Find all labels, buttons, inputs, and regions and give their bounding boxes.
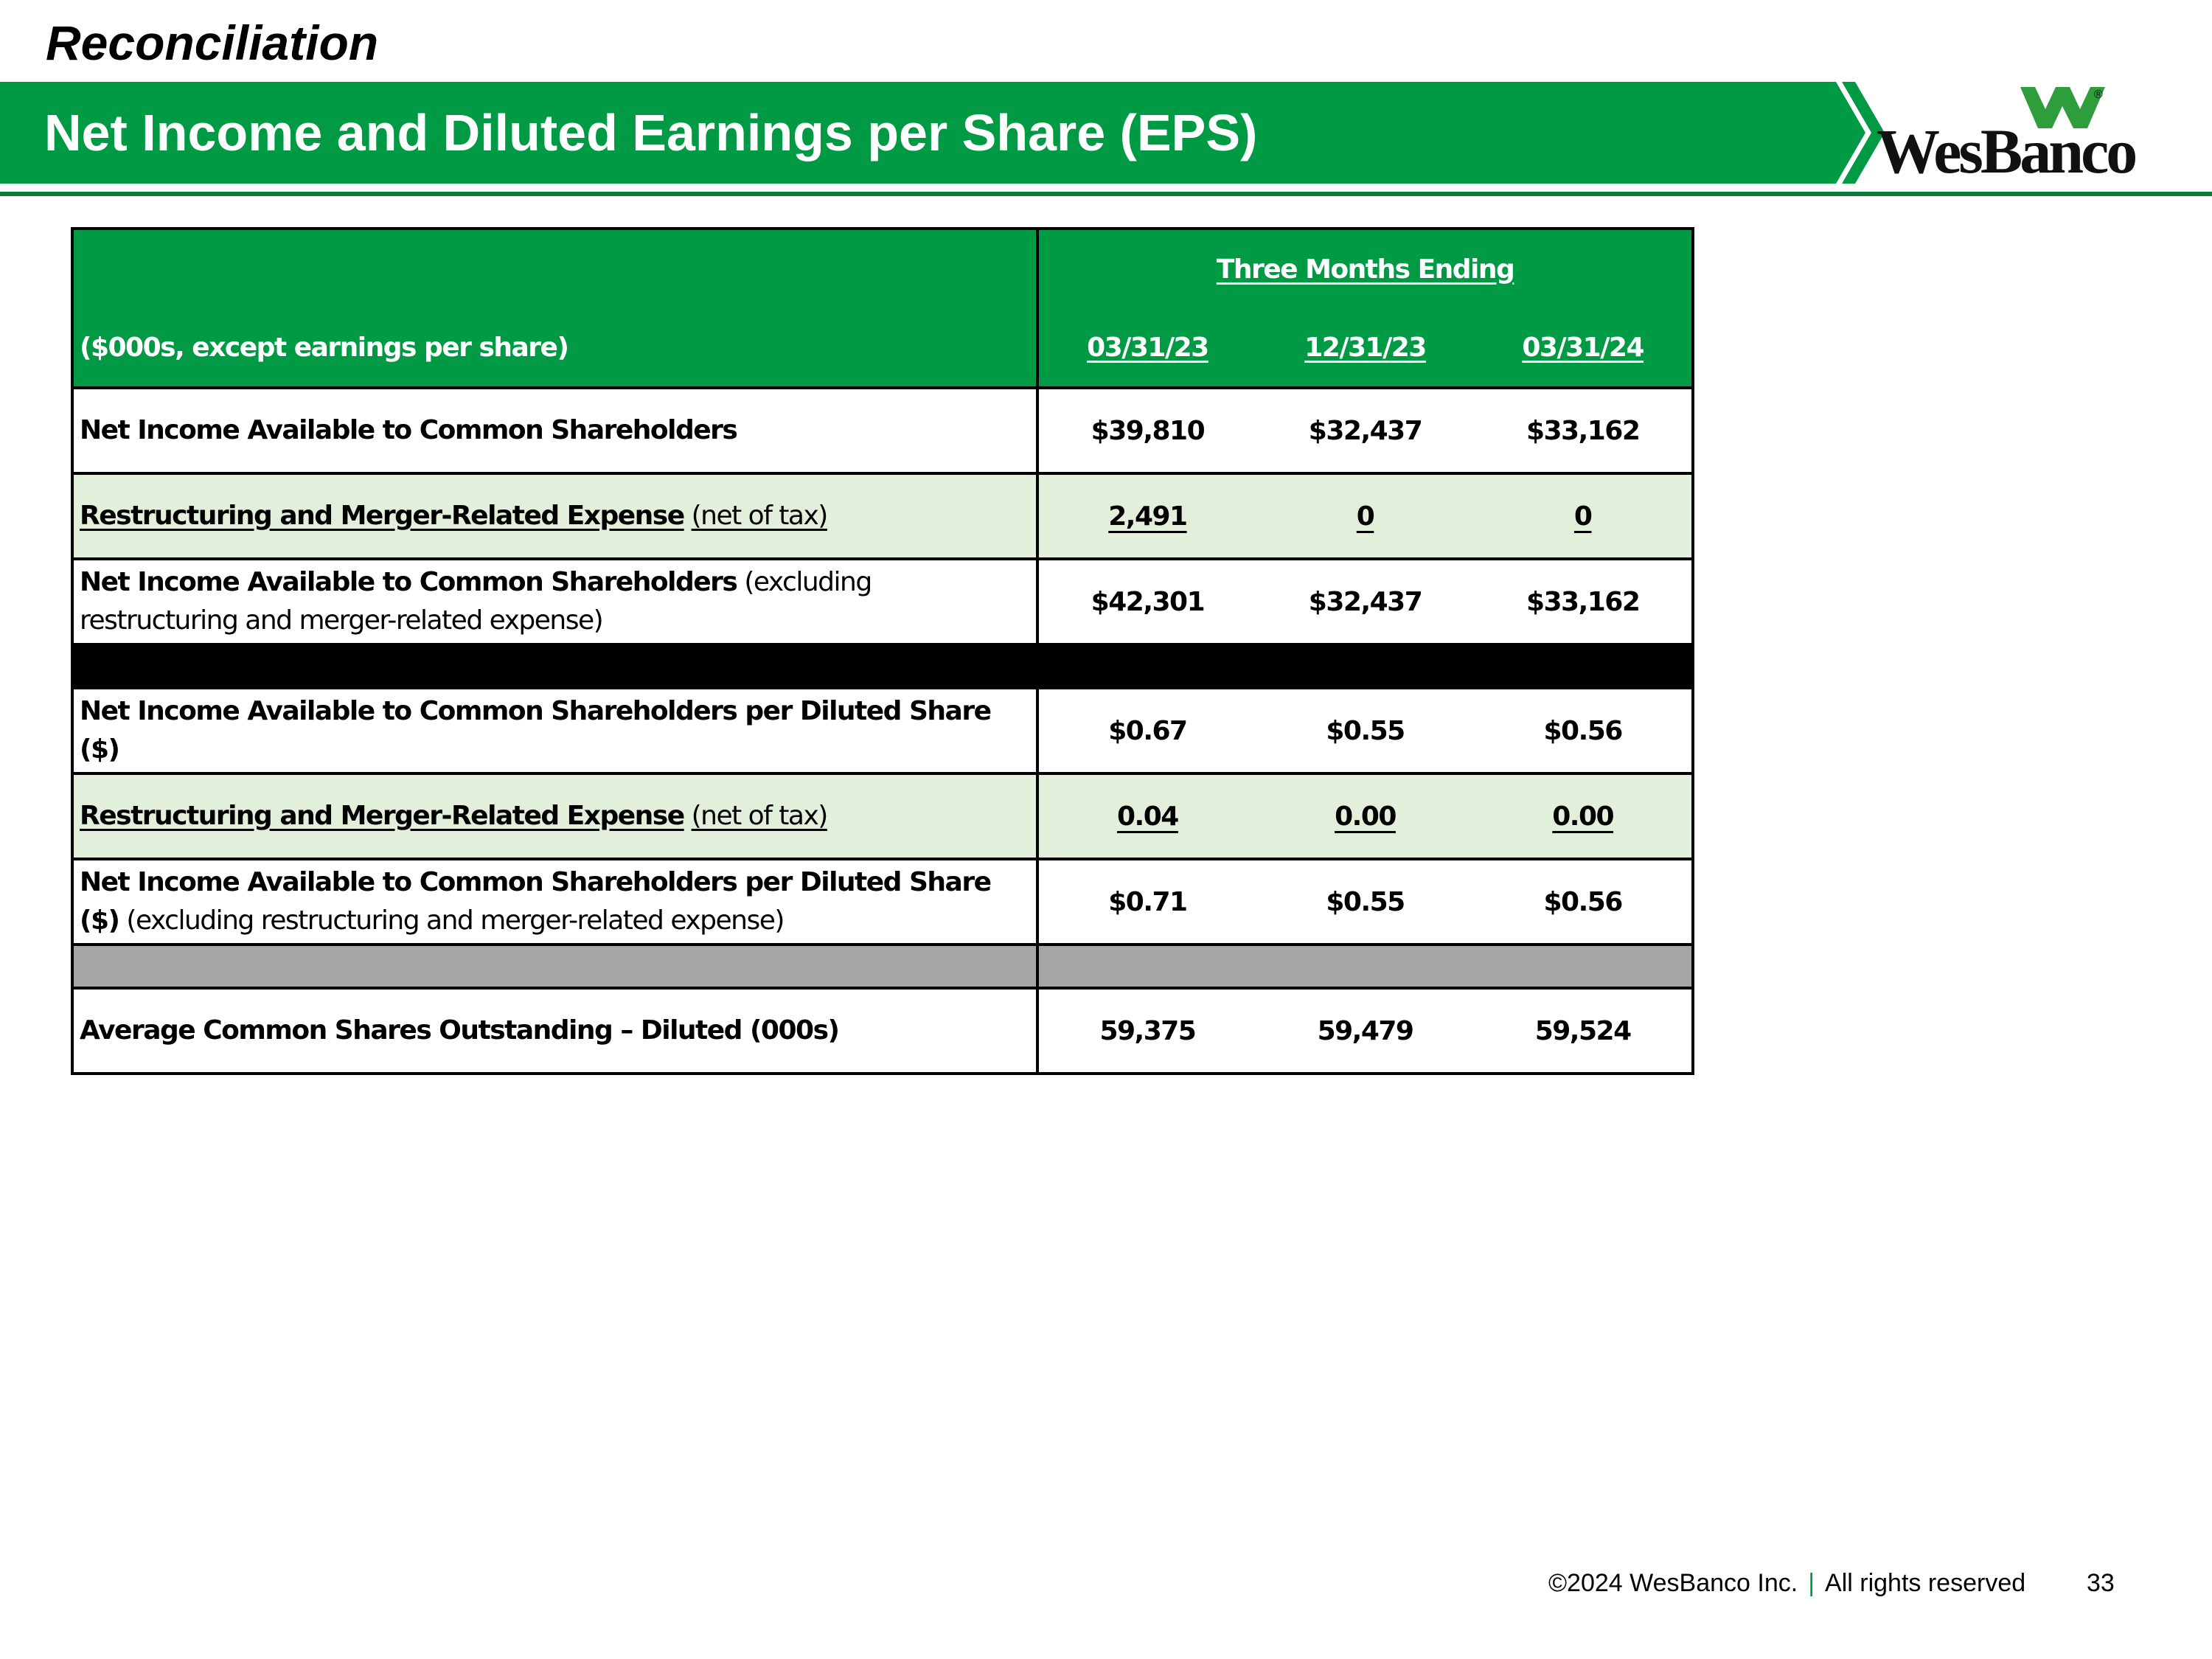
row-label-note: (excluding restructuring and merger-rela…	[126, 905, 785, 936]
footer: ©2024 WesBanco Inc. | All rights reserved	[1548, 1569, 2116, 1598]
row-label: Net Income Available to Common Sharehold…	[80, 415, 738, 445]
section-title: Reconciliation	[46, 15, 379, 70]
units-label: ($000s, except earnings per share)	[70, 308, 1040, 388]
row-value: 59,375	[1037, 987, 1256, 1075]
row-value: 59,524	[1474, 987, 1694, 1075]
row-value: $0.56	[1474, 686, 1694, 775]
period-header: Three Months Ending	[1216, 254, 1515, 285]
table-header-period-row: Three Months Ending	[70, 227, 1694, 308]
row-value: $0.55	[1256, 858, 1475, 946]
table-row: Net Income Available to Common Sharehold…	[70, 386, 1694, 475]
table-row: Net Income Available to Common Sharehold…	[70, 686, 1694, 775]
table-row: Average Common Shares Outstanding – Dilu…	[70, 987, 1694, 1075]
reconciliation-table: Three Months Ending ($000s, except earni…	[70, 227, 1694, 1075]
footer-separator: |	[1808, 1569, 1815, 1597]
title-banner	[0, 82, 1836, 184]
wesbanco-logo-mark-icon	[2020, 87, 2105, 128]
logo-registered-mark: ®	[2094, 88, 2103, 101]
footer-rights: All rights reserved	[1825, 1569, 2026, 1597]
row-label-note: (excluding restructuring and merger-rela…	[80, 567, 872, 636]
row-value: $0.67	[1037, 686, 1256, 775]
row-label-note: (net of tax)	[691, 801, 829, 831]
banner-chevron-icon	[1799, 82, 1885, 184]
row-value: 2,491	[1108, 501, 1188, 532]
page-number: 33	[2087, 1569, 2115, 1597]
separator-row-gray	[70, 943, 1694, 990]
row-label: Restructuring and Merger-Related Expense	[80, 801, 685, 831]
row-value: $33,162	[1474, 557, 1694, 646]
row-value: $32,437	[1256, 386, 1475, 475]
page-title: Net Income and Diluted Earnings per Shar…	[44, 104, 1258, 161]
footer-copyright: ©2024 WesBanco Inc.	[1548, 1569, 1798, 1597]
row-value: $33,162	[1474, 386, 1694, 475]
row-label: Net Income Available to Common Sharehold…	[80, 696, 992, 765]
column-header-q1-2024: 03/31/24	[1522, 332, 1644, 363]
row-value: $42,301	[1037, 557, 1256, 646]
row-label: Restructuring and Merger-Related Expense	[80, 501, 685, 531]
table-header-columns-row: ($000s, except earnings per share) 03/31…	[70, 308, 1694, 388]
row-value: 0	[1356, 501, 1375, 532]
row-label: Net Income Available to Common Sharehold…	[80, 567, 738, 597]
table-row: Restructuring and Merger-Related Expense…	[70, 472, 1694, 560]
row-value: 0.00	[1335, 801, 1397, 832]
row-value: $39,810	[1037, 386, 1256, 475]
wesbanco-logo: WesBanco	[1877, 116, 2138, 187]
row-label: Net Income Available to Common Sharehold…	[80, 867, 992, 936]
row-value: $0.55	[1256, 686, 1475, 775]
row-value: $0.71	[1037, 858, 1256, 946]
row-label-note: (net of tax)	[691, 501, 829, 531]
row-value: 0.04	[1116, 801, 1179, 832]
row-value: $0.56	[1474, 858, 1694, 946]
column-header-q1-2023: 03/31/23	[1087, 332, 1209, 363]
row-value: 0	[1573, 501, 1593, 532]
row-value: 0.00	[1552, 801, 1614, 832]
separator-row-black	[71, 643, 1694, 689]
column-header-q4-2023: 12/31/23	[1304, 332, 1427, 363]
row-label: Average Common Shares Outstanding – Dilu…	[80, 1015, 840, 1046]
header-rule	[0, 192, 2212, 196]
table-row: Net Income Available to Common Sharehold…	[70, 557, 1694, 646]
row-value: 59,479	[1256, 987, 1475, 1075]
row-value: $32,437	[1256, 557, 1475, 646]
table-row: Net Income Available to Common Sharehold…	[70, 858, 1694, 946]
table-row: Restructuring and Merger-Related Expense…	[70, 772, 1694, 860]
